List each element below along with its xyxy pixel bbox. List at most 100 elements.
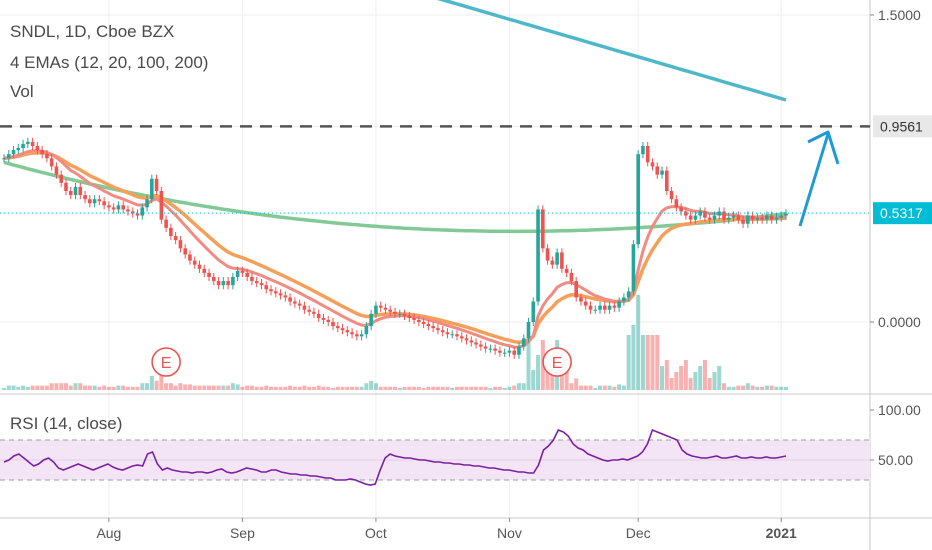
- candle-body: [369, 313, 373, 327]
- candle: [288, 293, 292, 306]
- candle-body: [221, 281, 226, 286]
- candle-body: [474, 342, 478, 345]
- candle-body: [293, 301, 297, 304]
- candle: [722, 207, 726, 224]
- volume-bar: [683, 360, 688, 390]
- volume-bar: [331, 388, 336, 390]
- candle: [455, 330, 459, 341]
- volume-bar: [145, 383, 150, 390]
- candle: [374, 301, 378, 318]
- candle-body: [192, 260, 197, 265]
- volume-bar: [187, 384, 192, 390]
- volume-bar: [97, 386, 102, 390]
- volume-bar: [87, 385, 92, 390]
- candle: [774, 213, 779, 224]
- candle-body: [464, 338, 469, 341]
- candle-body: [641, 145, 645, 155]
- volume-bar: [316, 385, 321, 390]
- legend-volume[interactable]: Vol: [10, 82, 34, 101]
- candle-body: [726, 217, 731, 220]
- volume-bar: [769, 385, 774, 390]
- volume-bar: [383, 386, 388, 390]
- candle: [669, 186, 674, 204]
- candle-body: [741, 219, 745, 224]
- candle-body: [135, 213, 140, 216]
- resistance-tag-label: 0.9561: [880, 118, 923, 134]
- volume-bar: [292, 386, 297, 390]
- volume-bar: [588, 385, 593, 390]
- volume-bar: [726, 386, 731, 390]
- candle-body: [645, 145, 650, 163]
- volume-bar: [373, 383, 378, 390]
- candle: [264, 281, 269, 294]
- candle-body: [321, 317, 326, 320]
- volume-bar: [207, 385, 212, 390]
- candle: [183, 244, 187, 259]
- volume-bar: [469, 386, 474, 390]
- volume-bar: [607, 385, 612, 390]
- candle: [49, 154, 54, 171]
- candle: [765, 211, 769, 224]
- volume-bar: [121, 385, 126, 390]
- rsi-tick-label: 100.00: [878, 402, 921, 418]
- volume-bars: [2, 295, 788, 390]
- candle: [531, 297, 536, 327]
- candle-body: [316, 313, 321, 318]
- ema100-line: [3, 160, 787, 234]
- volume-bar: [483, 386, 488, 390]
- legend-symbol[interactable]: SNDL, 1D, Cboe BZX: [10, 22, 175, 41]
- volume-bar: [488, 388, 493, 390]
- candle: [30, 137, 35, 151]
- candle-body: [188, 254, 192, 261]
- earnings-label: E: [161, 355, 172, 372]
- volume-bar: [545, 370, 550, 390]
- candle: [660, 166, 664, 179]
- legend-ema[interactable]: 4 EMAs (12, 20, 100, 200): [10, 53, 209, 72]
- candle: [550, 256, 555, 269]
- candle: [216, 276, 221, 290]
- candle: [73, 182, 78, 200]
- candle: [779, 211, 784, 222]
- volume-bar: [512, 385, 517, 390]
- volume-bar: [450, 388, 455, 390]
- candle-body: [35, 145, 40, 151]
- candle: [555, 248, 559, 269]
- candle-body: [116, 205, 121, 210]
- candle: [68, 186, 73, 200]
- volume-bar: [421, 388, 426, 390]
- volume-bar: [693, 372, 698, 390]
- volume-bar: [574, 378, 579, 390]
- candle: [145, 195, 149, 212]
- candle-body: [150, 178, 154, 200]
- volume-bar: [650, 335, 655, 390]
- rsi-band: [0, 439, 870, 481]
- candle: [202, 264, 207, 277]
- volume-bar: [593, 388, 598, 390]
- candle-body: [269, 289, 273, 292]
- volume-bar: [278, 386, 283, 390]
- candle-body: [212, 276, 216, 282]
- legend-rsi[interactable]: RSI (14, close): [10, 414, 123, 433]
- candle-body: [259, 283, 264, 286]
- volume-bar: [221, 385, 226, 390]
- volume-bar: [631, 325, 636, 390]
- candle: [521, 334, 526, 351]
- candle-body: [545, 248, 550, 261]
- candle-body: [426, 324, 431, 327]
- volume-bar: [249, 385, 254, 390]
- candle: [321, 313, 326, 325]
- volume-bar: [426, 386, 431, 390]
- candle: [259, 279, 264, 290]
- price-tick-label: 0.0000: [878, 314, 921, 330]
- earnings-label: E: [552, 355, 563, 372]
- candle-body: [746, 215, 750, 224]
- candle: [440, 326, 445, 337]
- candle: [2, 154, 6, 163]
- candle: [488, 344, 493, 353]
- candle-body: [779, 215, 784, 218]
- candle-body: [541, 209, 545, 249]
- volume-bar: [307, 386, 312, 390]
- candle: [598, 301, 602, 314]
- candle-body: [393, 311, 397, 314]
- volume-bar: [731, 386, 736, 390]
